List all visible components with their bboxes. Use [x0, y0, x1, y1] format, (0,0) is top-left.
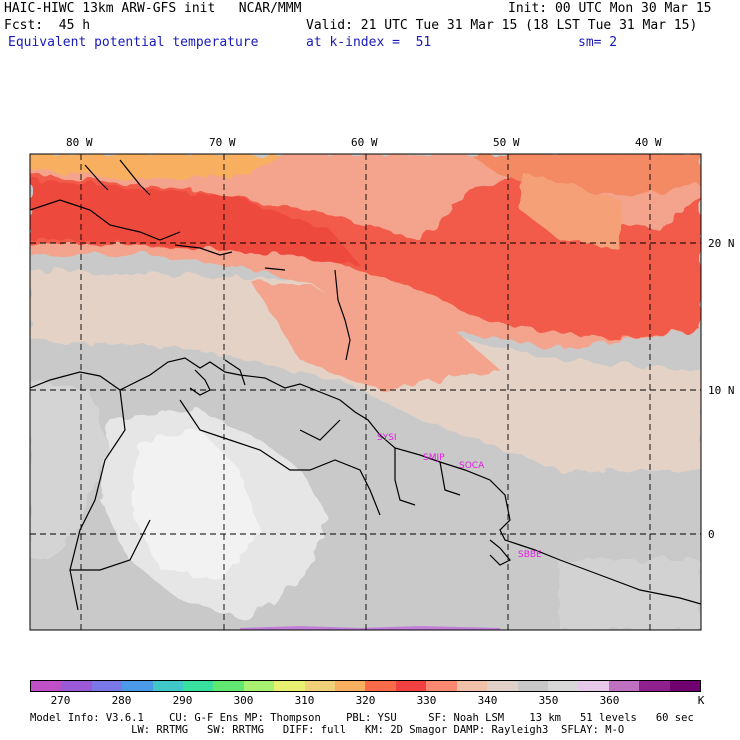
lon-label: 40 W [635, 136, 662, 149]
colorbar-swatch [304, 681, 336, 691]
lat-label: 0 [708, 528, 715, 541]
colorbar-tick-label: 350 [538, 694, 559, 707]
station-label: SMJP [423, 453, 445, 463]
colorbar-tick-label: 320 [355, 694, 376, 707]
colorbar-tick-label: 310 [294, 694, 315, 707]
lat-label: 20 N [708, 237, 735, 250]
station-label: SOCA [459, 461, 485, 471]
field-name: Equivalent potential temperature [8, 35, 259, 50]
lon-label: 80 W [66, 136, 93, 149]
colorbar-tick-label: 360 [599, 694, 620, 707]
colorbar-swatch [426, 681, 457, 691]
colorbar-swatch [578, 681, 609, 691]
colorbar-swatch [669, 681, 700, 691]
colorbar-swatch [213, 681, 244, 691]
init-time: Init: 00 UTC Mon 30 Mar 15 [508, 1, 712, 16]
colorbar-swatch [122, 681, 153, 691]
forecast-hour: Fcst: 45 h [4, 18, 91, 33]
colorbar-tick-label: K [697, 694, 705, 707]
colorbar-swatch [31, 681, 62, 691]
colorbar-tick-label: 300 [233, 694, 254, 707]
colorbar-tick-label: 340 [477, 694, 498, 707]
colorbar [30, 680, 701, 692]
station-label: SBBE [518, 550, 542, 560]
colorbar-swatch [547, 681, 579, 691]
station-label: SYSI [377, 433, 397, 443]
colorbar-swatch [395, 681, 427, 691]
smoothing: sm= 2 [578, 35, 618, 50]
colorbar-swatch [608, 681, 640, 691]
colorbar-swatch [91, 681, 123, 691]
colorbar-swatch [152, 681, 184, 691]
lon-label: 70 W [209, 136, 236, 149]
lon-label: 50 W [493, 136, 520, 149]
colorbar-swatch [183, 681, 214, 691]
colorbar-tick-label: 290 [172, 694, 193, 707]
valid-time: Valid: 21 UTC Tue 31 Mar 15 (18 LST Tue … [306, 18, 698, 33]
colorbar-swatch [639, 681, 670, 691]
colorbar-swatch [517, 681, 548, 691]
title-line1: HAIC-HIWC 13km ARW-GFS init NCAR/MMM [4, 1, 302, 16]
model-info-line2: LW: RRTMG SW: RRTMG DIFF: full KM: 2D Sm… [30, 724, 625, 736]
model-info-line1: Model Info: V3.6.1 CU: G-F Ens MP: Thomp… [30, 712, 694, 724]
colorbar-swatch [335, 681, 366, 691]
colorbar-swatch [487, 681, 518, 691]
lat-label: 10 N [708, 384, 735, 397]
colorbar-tick-label: 270 [50, 694, 71, 707]
colorbar-tick-label: 330 [416, 694, 437, 707]
colorbar-swatch [243, 681, 275, 691]
colorbar-swatch [61, 681, 92, 691]
colorbar-swatch [456, 681, 488, 691]
lon-label: 60 W [351, 136, 378, 149]
colorbar-swatch [274, 681, 305, 691]
k-index: at k-index = 51 [306, 35, 432, 50]
colorbar-swatch [365, 681, 396, 691]
colorbar-tick-label: 280 [111, 694, 132, 707]
